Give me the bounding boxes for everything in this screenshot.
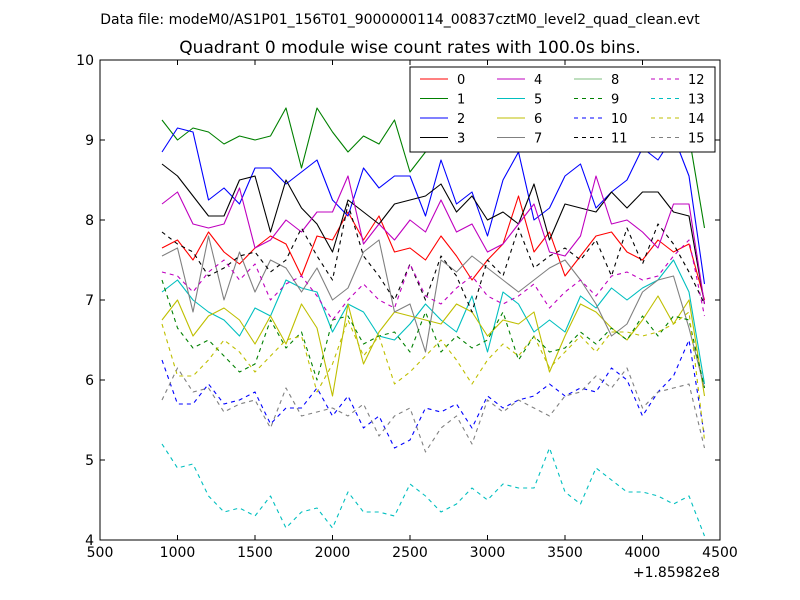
legend-label-15: 15: [688, 132, 705, 147]
series-line-2: [161, 127, 706, 285]
series-line-3: [161, 163, 706, 305]
series-line-7: [161, 235, 706, 389]
x-tick-label: 2000: [315, 545, 351, 561]
legend-label-11: 11: [611, 132, 628, 147]
legend-label-0: 0: [457, 73, 465, 88]
legend-label-14: 14: [688, 112, 705, 127]
x-tick-label: 500: [87, 545, 114, 561]
x-tick-label: 2500: [392, 545, 428, 561]
legend-label-4: 4: [534, 73, 542, 88]
y-tick-label: 5: [85, 453, 94, 469]
x-tick-label: 3500: [547, 545, 583, 561]
x-tick-label: 4000: [625, 545, 661, 561]
x-tick-label: 3000: [470, 545, 506, 561]
x-tick-label: 4500: [702, 545, 738, 561]
x-offset-label: +1.85982e8: [633, 565, 720, 581]
y-tick-label: 4: [85, 533, 94, 549]
series-line-6: [161, 295, 706, 397]
x-tick-label: 1000: [160, 545, 196, 561]
series-line-4: [161, 175, 706, 305]
legend-label-9: 9: [611, 93, 619, 108]
series-line-12: [161, 239, 706, 321]
legend-label-10: 10: [611, 112, 628, 127]
legend-label-2: 2: [457, 112, 465, 127]
series-line-9: [161, 279, 706, 389]
y-tick-label: 9: [85, 133, 94, 149]
x-tick-label: 1500: [237, 545, 273, 561]
chart-title: Quadrant 0 module wise count rates with …: [179, 38, 640, 58]
series-line-0: [161, 195, 706, 301]
y-tick-label: 8: [85, 213, 94, 229]
legend-label-13: 13: [688, 93, 705, 108]
legend-label-7: 7: [534, 132, 542, 147]
series-line-5: [161, 259, 706, 385]
series-line-15: [161, 367, 706, 453]
series-line-11: [161, 203, 705, 313]
axis-layer: 500 1000 1500 2000 2500 3000 3500 4000 4500 4 5 6 7 8…: [76, 53, 738, 561]
legend-label-12: 12: [688, 73, 705, 88]
y-tick-label: 7: [85, 293, 94, 309]
legend-label-6: 6: [534, 112, 542, 127]
y-tick-label: 10: [76, 53, 94, 69]
legend-box: [409, 66, 716, 153]
series-line-14: [161, 311, 706, 441]
legend-label-5: 5: [534, 93, 542, 108]
legend-label-8: 8: [611, 73, 619, 88]
legend-label-3: 3: [457, 132, 465, 147]
legend-label-1: 1: [457, 93, 465, 108]
y-tick-label: 6: [85, 373, 94, 389]
chart-suptitle: Data file: modeM0/AS1P01_156T01_90000001…: [100, 12, 700, 28]
